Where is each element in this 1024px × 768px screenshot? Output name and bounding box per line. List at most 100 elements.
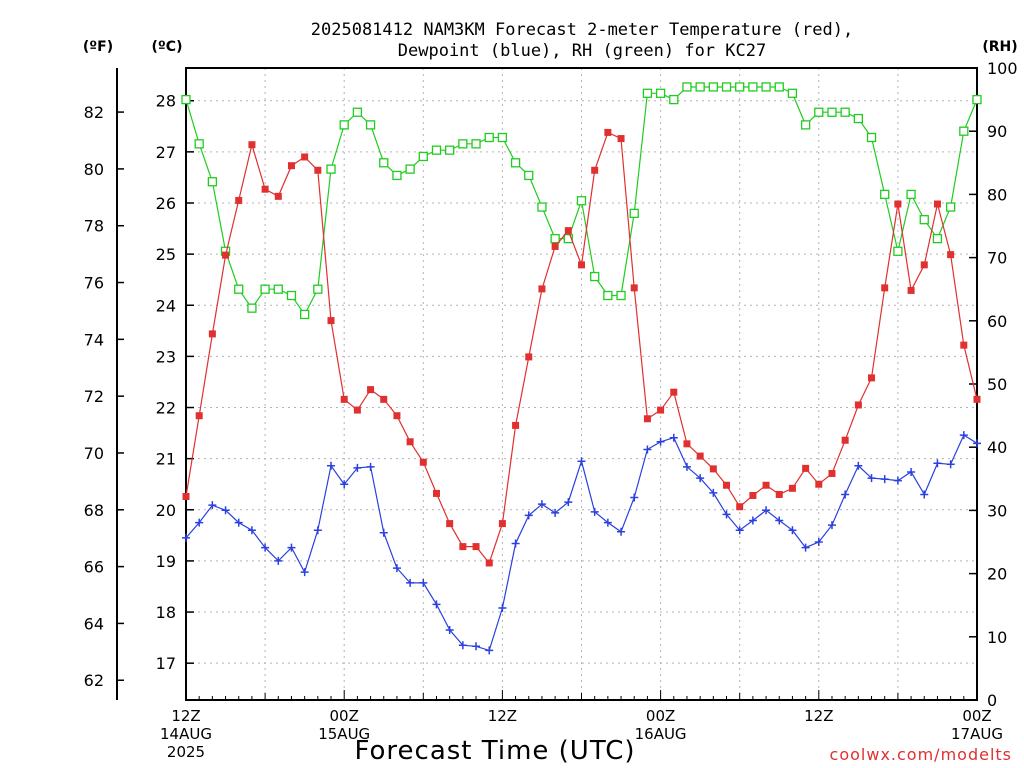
dewpoint-point [195,518,204,527]
rh-point [273,284,283,294]
dewpoint-point [511,539,520,548]
dewpoint-point [762,506,771,515]
rh-point [603,290,613,301]
rh-tick-label: 50 [987,375,1007,394]
rh-tick-label: 90 [987,122,1007,141]
rh-tick-label: 0 [987,691,997,710]
rh-point [853,113,863,124]
temperature-point [630,284,638,292]
temperature-point [815,480,823,488]
fahrenheit-tick-label: 80 [84,160,104,179]
temperature-point [657,406,665,414]
rh-point [721,82,732,92]
rh-point [827,107,837,117]
temperature-point [182,492,190,500]
fahrenheit-tick-label: 68 [84,501,104,520]
rh-point [352,107,363,117]
celsius-tick-label: 20 [156,501,176,520]
dewpoint-point [946,460,955,469]
rh-point [286,290,297,301]
dewpoint-point [933,459,942,468]
chart-title-line-1: 2025081412 NAM3KM Forecast 2-meter Tempe… [311,20,853,40]
celsius-tick-label: 18 [156,603,176,622]
dewpoint-point [313,526,322,535]
x-tick-date-label: 15AUG [318,725,370,743]
temperature-point [208,330,216,338]
rh-tick-label: 20 [987,565,1007,584]
rh-point [260,284,270,294]
temperature-point [551,242,559,250]
temperature-point [723,481,731,489]
temperature-point [340,395,348,403]
dewpoint-point [748,516,757,525]
rh-point [392,170,402,181]
dewpoint-point [854,461,863,470]
temperature-point [564,227,572,235]
temperature-point [762,481,770,489]
temperature-point [419,458,427,466]
dewpoint-point [445,625,454,634]
credit-text: coolwx.com/modelts [830,745,1012,764]
temperature-point [222,251,230,259]
dewpoint-point [867,474,876,483]
fahrenheit-tick-label: 74 [84,330,104,349]
rh-point [247,303,257,313]
x-tick-time-label: 00Z [962,707,991,725]
rh-point [814,107,824,117]
dewpoint-point [669,433,678,442]
rh-point [194,139,204,149]
dewpoint-point [682,462,691,471]
rh-point [563,233,573,244]
dewpoint-point [893,476,902,485]
dewpoint-point [603,518,612,527]
celsius-tick-label: 28 [156,92,176,111]
rh-point [629,208,639,219]
x-tick-date-label: 17AUG [951,725,1003,743]
temperature-point [920,261,928,269]
dewpoint-point [590,507,599,516]
rh-point [893,246,903,256]
dewpoint-point [300,568,309,577]
dewpoint-point [182,533,190,542]
rh-point [866,132,877,143]
rh-tick-label: 30 [987,501,1007,520]
dewpoint-point [696,474,705,483]
rh-tick-label: 100 [987,59,1018,78]
dewpoint-point [327,461,336,470]
rh-point [207,177,218,187]
x-tick-date-label: 16AUG [635,725,687,743]
rh-point [787,88,798,98]
rh-point [379,158,389,168]
temperature-point [367,386,375,394]
temperature-point [604,128,612,136]
temperature-point [327,317,335,325]
dewpoint-point [247,526,256,535]
rh-point [932,233,943,244]
dewpoint-point [841,490,850,499]
dewpoint-point [498,603,507,612]
dewpoint-point [537,500,546,509]
fahrenheit-unit-label: (ºF) [83,39,113,55]
rh-point [484,132,494,143]
rh-tick-label: 70 [987,249,1007,268]
temperature-point [683,440,691,448]
celsius-unit-label: (ºC) [152,39,183,55]
dewpoint-point [392,564,401,573]
rh-point [234,284,244,294]
dewpoint-point [221,506,230,515]
dewpoint-point [617,527,626,536]
dewpoint-point [656,437,665,446]
rh-point [471,139,481,149]
dewpoint-point [485,646,494,655]
rh-tick-label: 10 [987,628,1007,647]
temperature-point [287,162,295,170]
rh-point [735,82,745,92]
dewpoint-point [419,578,428,587]
dewpoint-point [880,475,889,484]
rh-point [880,189,890,200]
celsius-tick-label: 26 [156,194,176,213]
rh-point [550,233,560,244]
rh-unit-label: (RH) [982,39,1017,55]
temperature-point [353,406,361,414]
temperature-point [380,395,388,403]
